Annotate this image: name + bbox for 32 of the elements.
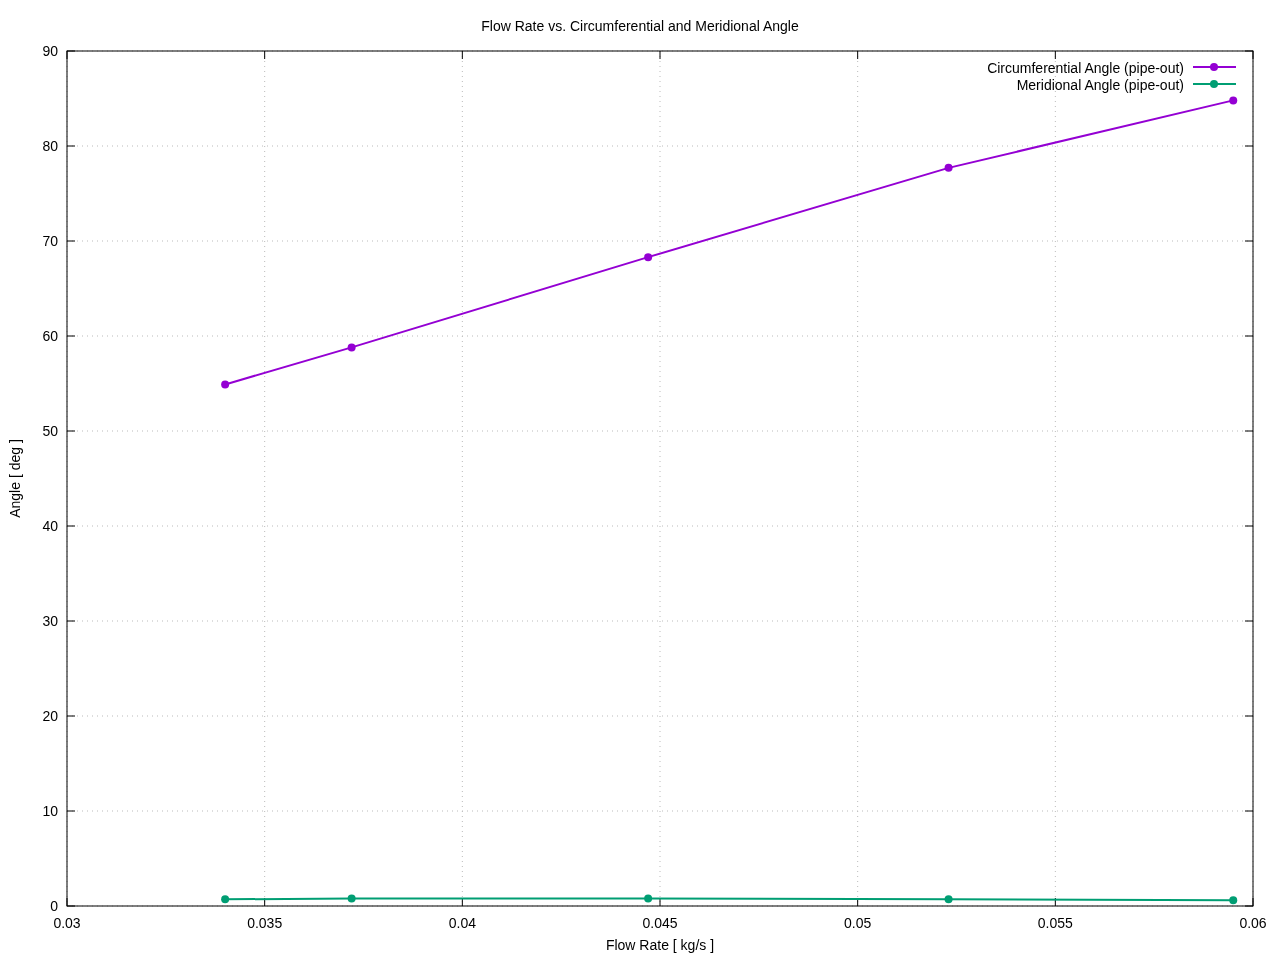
chart-title: Flow Rate vs. Circumferential and Meridional Angle — [481, 18, 799, 34]
point — [347, 343, 356, 352]
y-tick-label: 30 — [42, 613, 59, 629]
y-tick-label: 70 — [42, 233, 59, 249]
y-tick-label: 90 — [42, 43, 59, 59]
x-tick-label: 0.06 — [1239, 915, 1267, 931]
x-tick-label: 0.04 — [448, 915, 477, 931]
y-axis-title: Angle [ deg ] — [7, 439, 23, 518]
y-tick-label: 0 — [50, 898, 59, 914]
y-tick-label: 20 — [42, 708, 59, 724]
legend-label: Meridional Angle (pipe-out) — [1016, 77, 1184, 93]
y-tick-label: 80 — [42, 138, 59, 154]
point — [221, 380, 230, 389]
point — [944, 895, 953, 904]
point — [221, 895, 230, 904]
x-axis-title: Flow Rate [ kg/s ] — [605, 937, 715, 953]
y-tick-label: 50 — [42, 423, 59, 439]
point — [644, 253, 653, 262]
point — [347, 894, 356, 903]
x-tick-label: 0.05 — [844, 915, 872, 931]
x-tick-label: 0.035 — [247, 915, 283, 931]
y-tick-label: 40 — [42, 518, 59, 534]
x-tick-label: 0.045 — [642, 915, 678, 931]
y-tick-label: 10 — [42, 803, 59, 819]
x-tick-label: 0.055 — [1037, 915, 1074, 931]
point — [1229, 96, 1238, 105]
point — [944, 163, 953, 172]
y-tick-label: 60 — [42, 328, 59, 344]
point — [644, 894, 653, 903]
point — [1229, 896, 1238, 905]
x-tick-label: 0.03 — [53, 915, 81, 931]
legend-label: Circumferential Angle (pipe-out) — [987, 60, 1184, 76]
